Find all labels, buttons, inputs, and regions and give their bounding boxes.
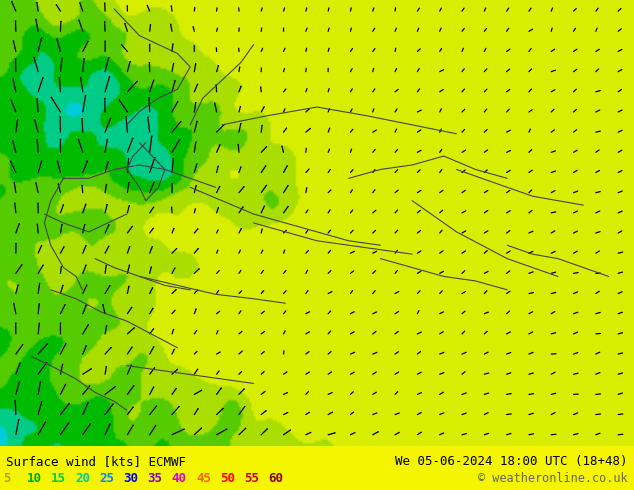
Text: 30: 30 [124,472,139,485]
Text: Surface wind [kts] ECMWF: Surface wind [kts] ECMWF [6,455,186,468]
Text: 50: 50 [220,472,235,485]
Text: 60: 60 [268,472,283,485]
Text: 15: 15 [51,472,67,485]
Text: We 05-06-2024 18:00 UTC (18+48): We 05-06-2024 18:00 UTC (18+48) [395,455,628,468]
Text: 5: 5 [3,472,11,485]
Text: 40: 40 [172,472,187,485]
Text: 10: 10 [27,472,42,485]
Text: 55: 55 [244,472,259,485]
Text: 35: 35 [148,472,163,485]
Text: 45: 45 [196,472,211,485]
Text: 25: 25 [100,472,115,485]
Text: 20: 20 [75,472,91,485]
Text: © weatheronline.co.uk: © weatheronline.co.uk [478,472,628,485]
